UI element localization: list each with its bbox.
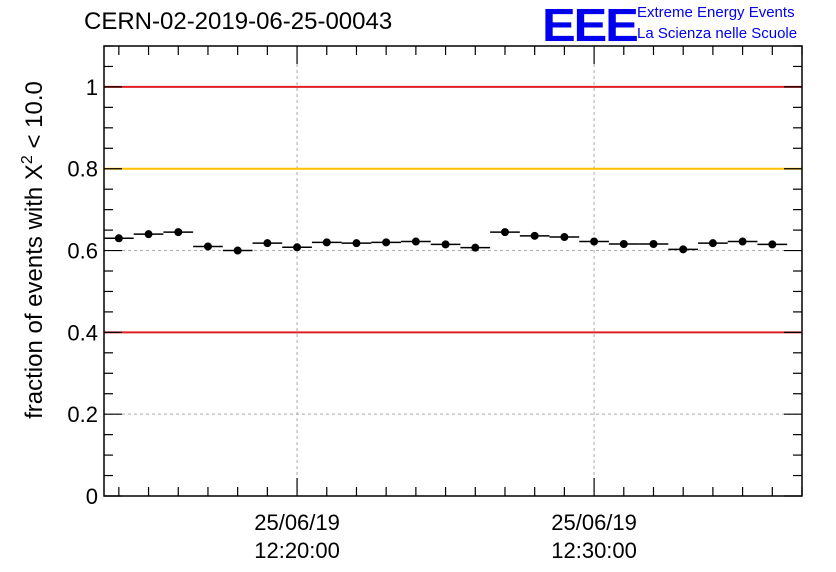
data-point — [322, 238, 331, 247]
data-point — [708, 239, 717, 248]
eee-logo: EEE — [542, 0, 639, 51]
data-point — [203, 242, 212, 251]
y-tick-label: 0 — [86, 484, 98, 509]
x-tick-label-date: 25/06/19 — [551, 510, 637, 535]
data-point — [560, 233, 569, 242]
x-tick-labels: 25/06/19 12:20:00 25/06/19 12:30:00 — [254, 510, 637, 563]
data-point — [382, 238, 391, 247]
data-point — [649, 240, 658, 248]
y-tick-label: 0.2 — [67, 402, 98, 427]
data-point — [411, 237, 420, 246]
grid-lines — [104, 46, 802, 496]
data-point — [590, 237, 599, 246]
plot-frame — [103, 45, 803, 497]
data-point — [263, 239, 272, 248]
data-point — [679, 245, 688, 254]
data-point — [174, 228, 183, 237]
data-point — [114, 234, 123, 243]
data-point — [530, 231, 539, 240]
y-tick-labels: 0 0.2 0.4 0.6 0.8 1 — [67, 75, 98, 509]
data-point — [144, 230, 153, 239]
reference-lines — [104, 85, 802, 334]
brand-line-2: La Scienza nelle Scuole — [637, 25, 798, 42]
data-point — [619, 240, 628, 248]
data-point — [738, 237, 747, 246]
data-point — [233, 246, 242, 255]
x-tick-label-time: 12:20:00 — [254, 538, 340, 563]
y-tick-label: 0.6 — [67, 239, 98, 264]
y-tick-label: 0.8 — [67, 157, 98, 182]
x-tick-label-date: 25/06/19 — [254, 510, 340, 535]
data-point — [352, 239, 361, 248]
data-points — [104, 228, 788, 255]
data-point — [293, 243, 302, 252]
y-tick-label: 0.4 — [67, 320, 98, 345]
y-tick-label: 1 — [86, 75, 98, 100]
chart-title: CERN-02-2019-06-25-00043 — [84, 8, 393, 35]
data-point — [441, 240, 450, 249]
data-point — [471, 243, 480, 252]
brand-line-1: Extreme Energy Events — [637, 4, 795, 21]
x-tick-label-time: 12:30:00 — [551, 538, 637, 563]
data-point — [500, 228, 509, 237]
data-point — [768, 240, 777, 249]
axis-ticks — [104, 45, 803, 497]
y-axis-label: fraction of events with X2 < 10.0 — [19, 81, 48, 419]
